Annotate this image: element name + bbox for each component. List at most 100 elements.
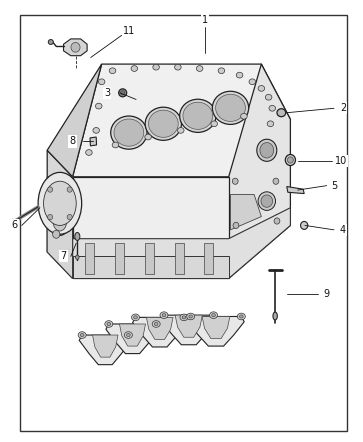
Ellipse shape (71, 42, 80, 52)
Polygon shape (85, 243, 94, 274)
Ellipse shape (53, 191, 60, 198)
Ellipse shape (211, 121, 217, 126)
Polygon shape (93, 335, 118, 357)
Polygon shape (73, 177, 229, 278)
Ellipse shape (212, 314, 215, 316)
Ellipse shape (237, 313, 245, 320)
Polygon shape (231, 194, 261, 230)
Ellipse shape (98, 79, 105, 85)
Ellipse shape (93, 128, 99, 133)
Polygon shape (115, 243, 124, 274)
Polygon shape (47, 221, 73, 278)
Ellipse shape (178, 128, 184, 133)
Ellipse shape (287, 157, 293, 163)
Text: 11: 11 (123, 26, 135, 36)
Ellipse shape (273, 178, 279, 184)
Polygon shape (90, 137, 97, 146)
Text: 9: 9 (324, 289, 330, 299)
Ellipse shape (152, 321, 160, 327)
Ellipse shape (109, 68, 116, 74)
Ellipse shape (209, 312, 217, 318)
Ellipse shape (148, 110, 178, 137)
Ellipse shape (145, 134, 151, 140)
Ellipse shape (265, 95, 272, 100)
Ellipse shape (48, 214, 53, 220)
Ellipse shape (80, 333, 84, 337)
Polygon shape (73, 64, 290, 177)
Polygon shape (79, 335, 131, 365)
Polygon shape (204, 243, 213, 274)
Ellipse shape (125, 332, 132, 339)
Ellipse shape (277, 109, 286, 117)
Ellipse shape (111, 116, 147, 149)
Ellipse shape (267, 121, 274, 126)
Ellipse shape (189, 315, 192, 318)
Ellipse shape (114, 119, 144, 146)
Ellipse shape (273, 312, 277, 320)
Ellipse shape (153, 64, 159, 70)
Ellipse shape (183, 102, 213, 130)
Ellipse shape (107, 323, 111, 325)
Ellipse shape (50, 206, 70, 235)
Ellipse shape (257, 139, 277, 161)
Ellipse shape (131, 65, 138, 71)
Text: 1: 1 (202, 15, 208, 25)
Ellipse shape (175, 64, 181, 70)
Polygon shape (229, 64, 290, 278)
Ellipse shape (75, 232, 80, 240)
Ellipse shape (48, 39, 53, 44)
Ellipse shape (232, 178, 238, 184)
Ellipse shape (11, 219, 15, 225)
Text: 4: 4 (340, 225, 346, 235)
Polygon shape (175, 243, 184, 274)
Ellipse shape (105, 321, 113, 327)
Ellipse shape (269, 106, 276, 111)
Ellipse shape (180, 99, 216, 133)
Ellipse shape (160, 312, 168, 318)
Ellipse shape (78, 332, 86, 339)
Ellipse shape (274, 218, 280, 224)
Ellipse shape (154, 323, 158, 325)
Text: 3: 3 (104, 88, 110, 98)
Ellipse shape (67, 187, 72, 192)
Ellipse shape (112, 142, 119, 148)
Polygon shape (287, 187, 304, 194)
Ellipse shape (187, 313, 195, 320)
Ellipse shape (180, 314, 188, 321)
Polygon shape (145, 243, 154, 274)
Ellipse shape (301, 221, 308, 229)
Polygon shape (73, 256, 229, 278)
Ellipse shape (162, 314, 166, 316)
Ellipse shape (127, 333, 130, 337)
Polygon shape (119, 324, 146, 346)
Ellipse shape (236, 72, 243, 78)
Ellipse shape (240, 315, 243, 318)
Ellipse shape (95, 103, 102, 109)
Polygon shape (106, 324, 159, 354)
Polygon shape (132, 317, 187, 347)
Ellipse shape (44, 181, 76, 225)
Ellipse shape (121, 91, 125, 95)
Text: 10: 10 (335, 156, 347, 166)
Ellipse shape (145, 107, 182, 141)
Ellipse shape (67, 214, 72, 220)
Ellipse shape (216, 94, 245, 122)
Ellipse shape (285, 155, 295, 165)
Polygon shape (47, 64, 102, 177)
Ellipse shape (233, 222, 239, 229)
Ellipse shape (48, 187, 53, 192)
Polygon shape (175, 315, 203, 337)
Ellipse shape (258, 192, 276, 210)
Ellipse shape (249, 79, 256, 85)
Polygon shape (202, 316, 230, 339)
Ellipse shape (182, 316, 186, 319)
Ellipse shape (53, 230, 60, 238)
Polygon shape (188, 316, 244, 346)
Ellipse shape (260, 142, 274, 158)
Ellipse shape (196, 65, 203, 71)
Text: 8: 8 (70, 137, 76, 146)
Ellipse shape (218, 68, 225, 74)
Ellipse shape (241, 113, 247, 119)
Polygon shape (146, 317, 173, 339)
Polygon shape (47, 150, 73, 278)
